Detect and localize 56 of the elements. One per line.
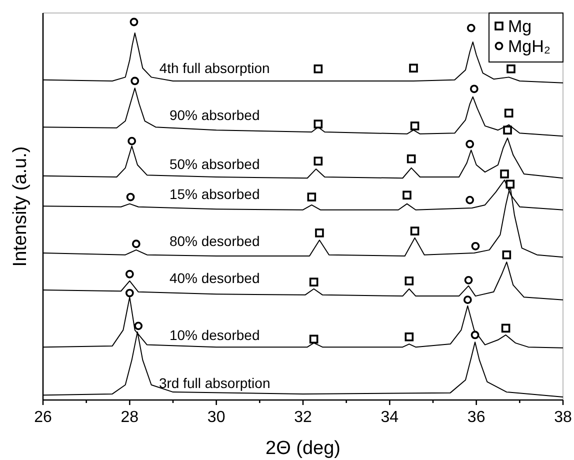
point	[500, 170, 509, 178]
x-tick-label: 34	[380, 409, 399, 426]
point	[466, 140, 474, 148]
point	[314, 156, 323, 166]
point	[126, 192, 135, 202]
point	[309, 334, 318, 344]
point	[402, 190, 412, 200]
point	[307, 192, 316, 202]
legend-label: Mg	[508, 17, 532, 36]
point	[410, 122, 420, 130]
point	[314, 120, 323, 128]
series-label: 10% desorbed	[169, 327, 260, 344]
point	[470, 84, 478, 94]
point	[134, 322, 143, 330]
point	[506, 180, 515, 189]
point	[314, 64, 323, 74]
point	[404, 332, 414, 342]
x-tick-label: 28	[120, 409, 139, 426]
point	[410, 226, 420, 236]
series-label: 80% desorbed	[169, 232, 260, 249]
point	[404, 276, 414, 286]
point	[503, 126, 512, 135]
series-label: 15% absorbed	[169, 186, 260, 202]
point	[464, 276, 473, 284]
point	[466, 196, 474, 204]
x-tick-label: 38	[554, 409, 572, 426]
point	[315, 228, 324, 238]
point	[502, 250, 512, 260]
series-label: 40% desorbed	[169, 270, 260, 286]
series-label: 4th full absorption	[159, 60, 270, 76]
point	[504, 108, 514, 118]
x-tick-label: 26	[34, 409, 52, 426]
x-axis-title: 2Θ (deg)	[266, 438, 340, 459]
point	[130, 76, 140, 86]
point	[128, 136, 136, 146]
x-tick-label: 32	[294, 409, 312, 426]
point	[125, 270, 134, 278]
y-axis-title: Intensity (a.u.)	[10, 146, 31, 267]
point	[470, 330, 480, 340]
point	[466, 24, 476, 32]
series-label: 3rd full absorption	[158, 375, 270, 392]
point	[471, 242, 480, 250]
x-tick-label: 36	[467, 409, 486, 426]
series-label: 90% absorbed	[169, 107, 260, 124]
point	[506, 64, 516, 74]
x-tick-label: 30	[207, 409, 226, 426]
point	[463, 296, 472, 304]
series-label: 50% absorbed	[169, 156, 260, 172]
point	[309, 278, 318, 286]
point	[406, 154, 416, 164]
point	[501, 324, 510, 333]
point	[409, 64, 418, 73]
point	[132, 240, 140, 248]
point	[130, 18, 138, 26]
point	[125, 288, 134, 298]
legend-label: MgH₂	[508, 37, 550, 56]
